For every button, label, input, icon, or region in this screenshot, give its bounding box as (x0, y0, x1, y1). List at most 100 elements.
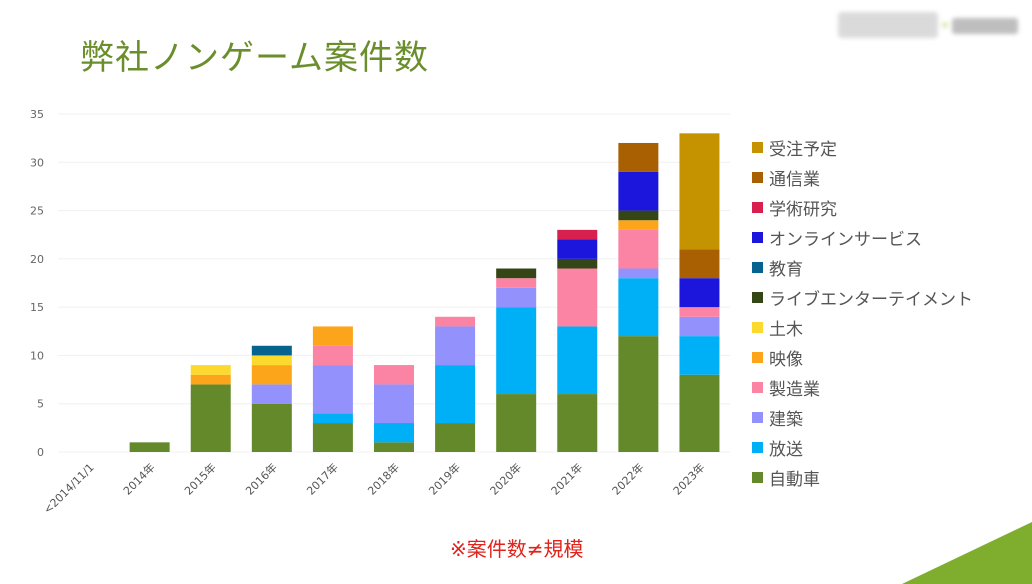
bar-segment (374, 442, 414, 452)
logo-wordmark (952, 18, 1018, 34)
bar-segment (435, 316, 476, 327)
bar-segment (618, 268, 659, 279)
bar-segment (312, 423, 353, 452)
bar-segment (618, 220, 659, 230)
legend-label: オンラインサービス (769, 229, 922, 250)
bar-segment (679, 316, 720, 337)
x-tick-label: <2014/11/1 (41, 461, 97, 517)
logo-dot (942, 22, 948, 28)
bar-segment (496, 287, 537, 308)
bar-segment (679, 133, 720, 250)
legend-item: 自動車 (752, 462, 973, 492)
legend-item: 土木 (752, 312, 973, 342)
bar-segment (251, 345, 292, 356)
legend-item: 放送 (752, 432, 973, 462)
bar-segment (496, 307, 537, 395)
bar-segment (679, 336, 720, 375)
y-tick-label: 15 (30, 301, 44, 314)
stacked-bar-chart: 0 5 10 15 20 25 30 35 <2014/11/1 2014年 2015年 2016年… (30, 108, 730, 517)
legend-label: 放送 (769, 439, 803, 460)
bar-segment (618, 278, 659, 337)
legend-swatch-icon (752, 141, 763, 153)
legend-item: 映像 (752, 342, 973, 372)
footnote-note: ※案件数≠規模 (450, 537, 584, 561)
bar-segment (496, 278, 537, 288)
legend-swatch-icon (752, 261, 763, 273)
bar-segment (679, 374, 720, 452)
bar-segment (435, 326, 476, 366)
bar-segment (129, 442, 170, 452)
legend-swatch-icon (752, 351, 763, 363)
x-axis-ticks: <2014/11/1 2014年 2015年 2016年 2017年 2018年 2019年… (41, 460, 708, 516)
legend-label: ライブエンターテイメント (769, 289, 973, 310)
legend-label: 映像 (769, 349, 803, 370)
legend-swatch-icon (752, 171, 763, 183)
bar-segment (557, 394, 598, 452)
corner-decoration-bottom-right (902, 522, 1032, 584)
legend-label: 製造業 (769, 379, 820, 400)
bar-segment (557, 239, 598, 259)
bar-segment (374, 365, 414, 385)
x-tick-label: 2019年 (426, 460, 463, 497)
bar-segment (557, 229, 598, 240)
legend-label: 受注予定 (769, 139, 837, 160)
bar-segment (618, 229, 659, 269)
bar-segment (190, 374, 231, 385)
bar-segment (435, 365, 476, 424)
legend-item: 学術研究 (752, 192, 973, 222)
bar-segment (557, 258, 598, 269)
legend-swatch-icon (752, 231, 763, 243)
x-tick-label: 2017年 (304, 460, 341, 497)
bar-segment (190, 384, 231, 452)
legend-swatch-icon (752, 321, 763, 333)
legend-item: 製造業 (752, 372, 973, 402)
y-axis-ticks: 0 5 10 15 20 25 30 35 (30, 108, 44, 459)
bar-segment (312, 365, 353, 414)
bar-segment (251, 365, 292, 385)
legend-swatch-icon (752, 381, 763, 393)
y-tick-label: 10 (30, 349, 44, 362)
bar-segment (435, 423, 476, 452)
x-tick-label: 2020年 (487, 460, 524, 497)
y-tick-label: 0 (37, 446, 44, 459)
bar-segment (618, 171, 659, 211)
legend-label: 土木 (769, 319, 803, 340)
bar-segment (618, 210, 659, 221)
legend-item: 教育 (752, 252, 973, 282)
bars (129, 133, 720, 452)
bar-segment (251, 403, 292, 452)
x-tick-label: 2018年 (365, 460, 402, 497)
x-tick-label: 2022年 (609, 460, 646, 497)
bar-segment (251, 355, 292, 366)
bar-segment (557, 326, 598, 395)
bar-segment (557, 268, 598, 327)
legend-item: 受注予定 (752, 132, 973, 162)
company-logo (838, 8, 1020, 42)
bar-segment (679, 249, 720, 279)
bar-segment (496, 394, 537, 452)
x-tick-label: 2014年 (120, 460, 157, 497)
logo-mark (838, 12, 938, 38)
legend-item: 通信業 (752, 162, 973, 192)
bar-segment (312, 345, 353, 366)
x-tick-label: 2023年 (670, 460, 707, 497)
y-tick-label: 25 (30, 205, 44, 218)
legend-label: 学術研究 (769, 199, 837, 220)
bar-segment (312, 326, 353, 346)
legend-item: ライブエンターテイメント (752, 282, 973, 312)
bar-segment (374, 423, 414, 443)
slide-title: 弊社ノンゲーム案件数 (80, 38, 429, 78)
bar-segment (618, 142, 659, 172)
legend-swatch-icon (752, 471, 763, 483)
accent-triangle-bottom-right (902, 522, 1032, 584)
x-tick-label: 2021年 (548, 460, 585, 497)
chart-legend: 受注予定 通信業学術研究オンラインサービス 教育ライブエンターテイメント 土木映像製造… (752, 132, 973, 492)
legend-item: オンラインサービス (752, 222, 973, 252)
legend-label: 建築 (769, 409, 803, 430)
legend-swatch-icon (752, 441, 763, 453)
legend-label: 自動車 (769, 469, 820, 490)
x-tick-label: 2016年 (242, 460, 279, 497)
bar-segment (190, 365, 231, 375)
legend-item: 建築 (752, 402, 973, 432)
bar-segment (312, 413, 353, 424)
